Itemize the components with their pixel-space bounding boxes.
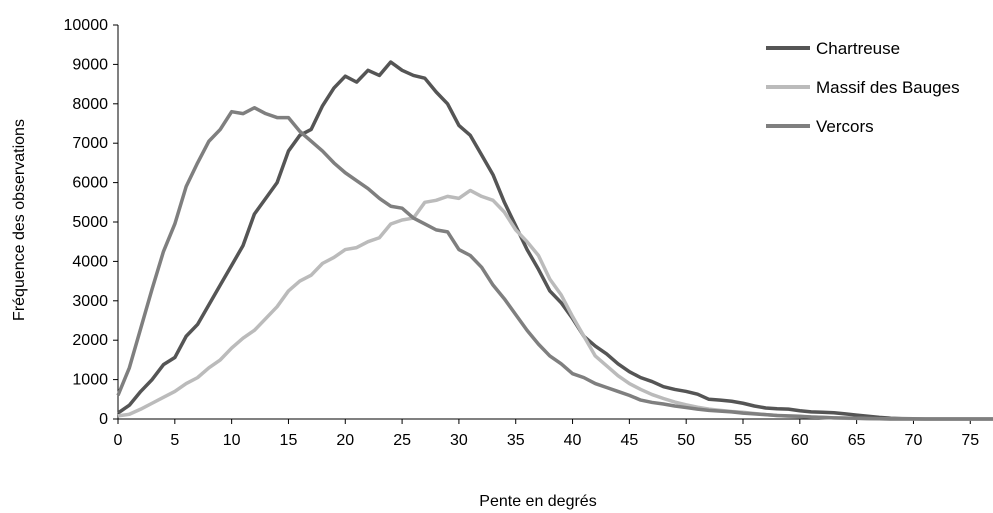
x-tick-group: 0 5 10 15 20 25 30 35 40 45 50 55 60 65 70 75 [114, 419, 979, 449]
y-tick-label: 7000 [72, 135, 108, 152]
x-tick-label: 30 [450, 432, 468, 449]
x-axis-title: Pente en degrés [479, 493, 596, 510]
x-tick-label: 50 [677, 432, 695, 449]
x-tick-label: 35 [507, 432, 525, 449]
x-tick-label: 40 [564, 432, 582, 449]
y-tick-label: 6000 [72, 175, 108, 192]
x-tick-label: 60 [791, 432, 809, 449]
y-tick-label: 1000 [72, 372, 108, 389]
y-tick-label: 0 [99, 411, 108, 428]
series-layer [116, 60, 993, 421]
x-tick-label: 45 [620, 432, 638, 449]
x-tick-label: 0 [114, 432, 123, 449]
y-tick-label: 3000 [72, 293, 108, 310]
x-tick-label: 55 [734, 432, 752, 449]
y-tick-label: 5000 [72, 214, 108, 231]
legend: Chartreuse Massif des Bauges Vercors [766, 39, 960, 136]
y-tick-label: 10000 [64, 17, 109, 34]
y-tick-group: 0 1000 2000 3000 4000 5000 6000 7000 8000 9000 100… [64, 17, 118, 428]
x-tick-label: 25 [393, 432, 411, 449]
x-tick-label: 75 [961, 432, 979, 449]
legend-label: Chartreuse [816, 39, 900, 58]
series-line-3 [116, 105, 993, 421]
x-tick-label: 15 [280, 432, 298, 449]
series-line-1 [117, 60, 993, 421]
legend-label: Vercors [816, 117, 874, 136]
y-tick-label: 4000 [72, 253, 108, 270]
x-tick-label: 70 [905, 432, 923, 449]
y-tick-label: 8000 [72, 96, 108, 113]
legend-label: Massif des Bauges [816, 78, 960, 97]
x-tick-label: 20 [336, 432, 354, 449]
x-tick-label: 10 [223, 432, 241, 449]
y-tick-label: 2000 [72, 332, 108, 349]
x-tick-label: 5 [170, 432, 179, 449]
x-tick-label: 65 [848, 432, 866, 449]
y-axis-title: Fréquence des observations [11, 119, 28, 321]
y-tick-label: 9000 [72, 56, 108, 73]
